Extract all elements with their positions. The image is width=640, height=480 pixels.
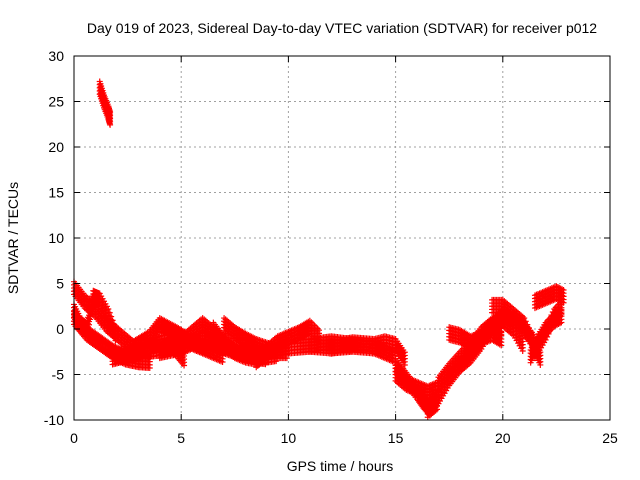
data-point: [106, 309, 113, 316]
data-point: [111, 321, 118, 328]
data-point: [107, 109, 114, 116]
data-point: [112, 337, 119, 344]
data-points: [71, 78, 567, 421]
grid-lines: [74, 56, 610, 420]
data-point: [105, 305, 112, 312]
data-point: [108, 313, 115, 320]
data-point: [146, 365, 153, 372]
data-point: [107, 121, 114, 128]
data-point: [109, 317, 116, 324]
data-point: [88, 311, 95, 318]
data-point: [202, 350, 209, 357]
data-point: [112, 324, 119, 331]
data-point: [181, 362, 188, 369]
data-point: [89, 305, 96, 312]
series-outlier-arc: [96, 78, 114, 128]
data-point: [87, 316, 94, 323]
data-point: [219, 359, 226, 366]
